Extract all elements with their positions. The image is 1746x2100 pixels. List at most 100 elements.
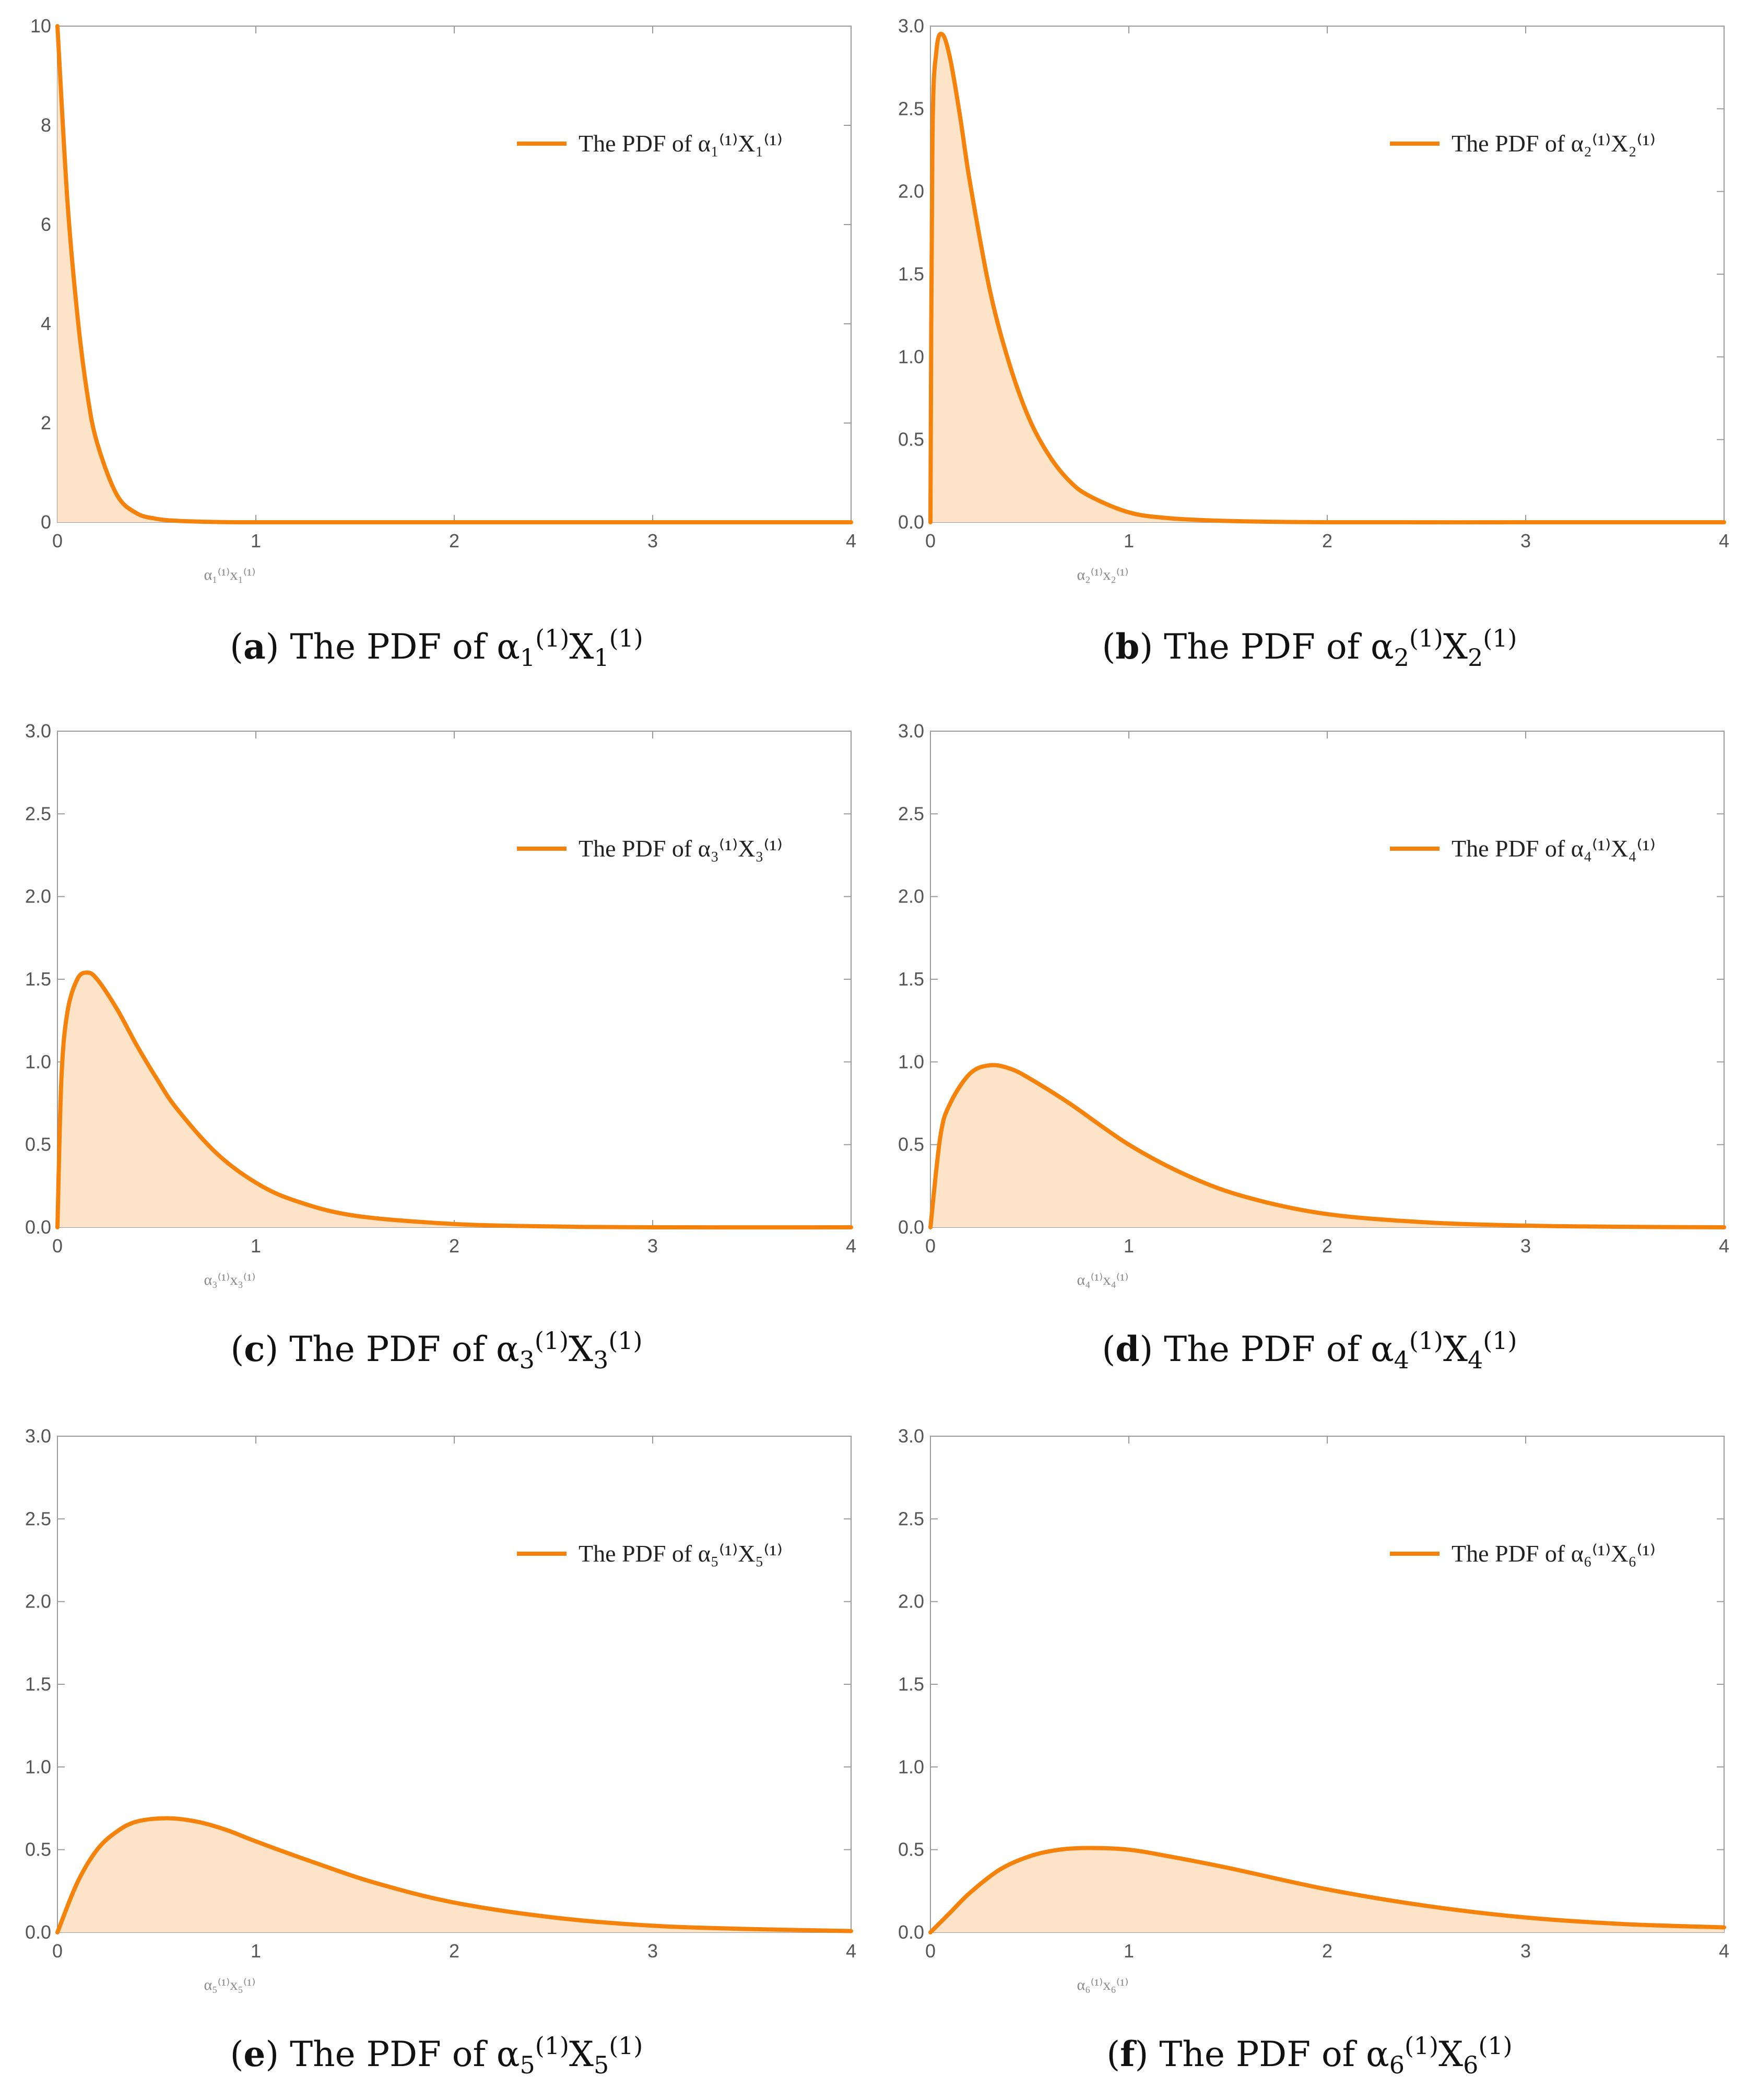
y-tick-label: 1.0 (898, 1756, 924, 1777)
caption-x-sub: 1 (594, 643, 609, 672)
legend-label: The PDF of α₄⁽¹⁾X₄⁽¹⁾ (1452, 835, 1656, 862)
y-tick-label: 1.0 (25, 1756, 51, 1777)
caption-letter: b (1115, 626, 1140, 667)
pdf-area-fill (57, 972, 851, 1228)
y-tick-label: 0.0 (25, 1921, 51, 1943)
caption-alpha: α (1366, 2034, 1389, 2074)
x-tick-label: 0 (925, 1235, 936, 1257)
chart-panel-b: 0.0 0.5 1.0 1.5 2.0 2.5 3.0 0 1 2 3 4 The PDF of α₂⁽… (873, 0, 1746, 616)
y-tick-label: 1.5 (898, 968, 924, 990)
caption-paren-open: ( (230, 2034, 244, 2074)
caption-alpha-sub: 3 (519, 1346, 535, 1375)
caption-alpha-sub: 4 (1394, 1346, 1409, 1375)
x-tick-label: 1 (1124, 1940, 1134, 1962)
chart-panel-f: 0.0 0.5 1.0 1.5 2.0 2.5 3.0 0 1 2 3 4 The PDF of α₆⁽… (873, 1410, 1746, 2026)
x-tick-label: 3 (647, 1940, 658, 1962)
pdf-area-fill (57, 26, 851, 523)
y-tick-label: 0.0 (898, 1216, 924, 1238)
caption-text: The PDF of (290, 627, 497, 667)
x-tick-label: 4 (1719, 1235, 1729, 1257)
chart-panel-d: 0.0 0.5 1.0 1.5 2.0 2.5 3.0 0 1 2 3 4 The PDF of α₄⁽… (873, 705, 1746, 1321)
caption-letter: d (1115, 1329, 1140, 1369)
caption-paren-close: ) (265, 627, 290, 667)
x-tick-label: 4 (1719, 530, 1729, 552)
y-tick-label: 0.5 (898, 1839, 924, 1860)
legend-label: The PDF of α₅⁽¹⁾X₅⁽¹⁾ (579, 1540, 783, 1567)
y-tick-label: 2.0 (25, 886, 51, 907)
x-tick-label: 2 (449, 1940, 459, 1962)
y-tick-label: 0.5 (898, 429, 924, 450)
x-tick-label: 4 (846, 1940, 856, 1962)
caption-x: X (569, 2034, 594, 2074)
caption-alpha-sub: 2 (1394, 643, 1409, 672)
y-tick-label: 0.5 (25, 1134, 51, 1155)
y-tick-label: 2.5 (898, 98, 924, 119)
x-tick-label: 2 (1322, 1940, 1332, 1962)
legend-label: The PDF of α₁⁽¹⁾X₁⁽¹⁾ (579, 130, 783, 157)
caption-alpha-sub: 1 (520, 643, 536, 672)
y-tick-label: 0.0 (898, 1921, 924, 1943)
pdf-series-line (55, 24, 853, 525)
caption-paren-open: ( (1102, 627, 1116, 667)
caption-alpha-sup: (1) (1404, 2032, 1439, 2060)
legend-label: The PDF of α₃⁽¹⁾X₃⁽¹⁾ (579, 835, 783, 862)
caption-paren-open: ( (1106, 2034, 1120, 2074)
caption-x-sup: (1) (1478, 2032, 1513, 2060)
y-tick-label: 8 (41, 114, 51, 136)
y-tick-label: 0.5 (898, 1134, 924, 1155)
caption-text: The PDF of (290, 2034, 497, 2074)
subfigure-caption: (c) The PDF of α3(1)X3(1) (0, 1327, 873, 1374)
x-tick-label: 1 (1124, 530, 1134, 552)
caption-alpha-sub: 6 (1389, 2051, 1405, 2080)
y-tick-label: 2.5 (898, 1508, 924, 1529)
x-axis-label: α₅⁽¹⁾x₅⁽¹⁾ (204, 1976, 255, 1993)
pdf-series-line (55, 1816, 853, 1934)
caption-paren-close: ) (1139, 1329, 1164, 1369)
caption-x-sub: 3 (593, 1346, 609, 1375)
y-tick-label: 2.5 (25, 803, 51, 824)
chart-panel-e: 0.0 0.5 1.0 1.5 2.0 2.5 3.0 0 1 2 3 4 The PDF of α₅⁽… (0, 1410, 873, 2026)
pdf-area-fill (57, 1818, 851, 1932)
caption-x-sub: 5 (593, 2051, 609, 2080)
chart-svg-c: 0.0 0.5 1.0 1.5 2.0 2.5 3.0 0 1 2 3 4 The PDF of α₃⁽… (25, 720, 856, 1288)
chart-svg-f: 0.0 0.5 1.0 1.5 2.0 2.5 3.0 0 1 2 3 4 The PDF of α₆⁽… (898, 1425, 1729, 1993)
x-tick-label: 2 (1322, 1235, 1332, 1257)
x-tick-label: 1 (251, 1940, 261, 1962)
y-tick-label: 10 (30, 15, 51, 37)
y-tick-label: 1.5 (25, 968, 51, 990)
y-tick-label: 0 (41, 511, 51, 533)
x-tick-label: 0 (925, 1940, 936, 1962)
caption-x-sup: (1) (1483, 624, 1517, 652)
y-tick-label: 2.0 (898, 181, 924, 202)
y-tick-label: 2 (41, 412, 51, 433)
subfigure-caption: (f) The PDF of α6(1)X6(1) (873, 2032, 1746, 2079)
x-tick-label: 1 (251, 530, 261, 552)
x-tick-label: 3 (1520, 1940, 1531, 1962)
x-tick-label: 2 (1322, 530, 1332, 552)
caption-text: The PDF of (1164, 627, 1371, 667)
y-tick-label: 0.0 (25, 1216, 51, 1238)
y-tick-label: 0.0 (898, 511, 924, 533)
caption-alpha-sup: (1) (1409, 624, 1444, 652)
x-tick-label: 4 (846, 1235, 856, 1257)
pdf-series-line (928, 1846, 1726, 1934)
x-tick-label: 3 (647, 530, 658, 552)
y-tick-label: 6 (41, 214, 51, 235)
caption-x: X (1443, 627, 1468, 667)
pdf-series-line (55, 970, 853, 1230)
caption-alpha: α (1370, 627, 1394, 667)
x-tick-label: 2 (449, 530, 459, 552)
caption-x-sub: 6 (1463, 2051, 1479, 2080)
y-tick-label: 3.0 (898, 15, 924, 37)
y-tick-label: 3.0 (25, 720, 51, 742)
subfigure-caption: (e) The PDF of α5(1)X5(1) (0, 2032, 873, 2079)
x-tick-label: 4 (1719, 1940, 1729, 1962)
caption-letter: e (243, 2034, 266, 2074)
x-tick-label: 3 (1520, 1235, 1531, 1257)
x-tick-label: 0 (52, 530, 63, 552)
caption-x-sup: (1) (608, 1327, 643, 1355)
pdf-series-line (928, 1063, 1726, 1229)
y-tick-label: 1.0 (898, 1051, 924, 1072)
caption-paren-close: ) (1135, 2034, 1160, 2074)
caption-x: X (1438, 2034, 1464, 2074)
